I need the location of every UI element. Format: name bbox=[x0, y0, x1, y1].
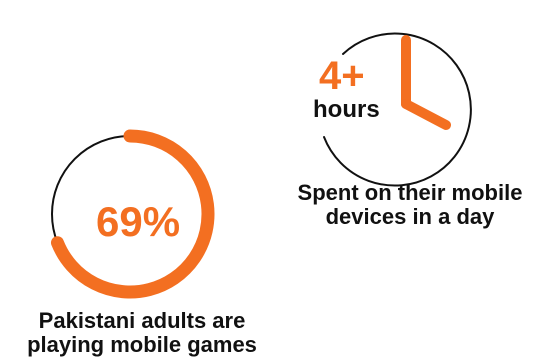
screen-time-caption-line-1: Spent on their mobile bbox=[297, 180, 523, 205]
percent-value: 69% bbox=[96, 198, 181, 245]
percent-ring bbox=[50, 129, 215, 299]
adults-gaming-caption-line-2: playing mobile games bbox=[27, 332, 257, 357]
clock-face-outline bbox=[323, 32, 472, 187]
hours-unit-label: hours bbox=[313, 96, 380, 123]
clock-icon bbox=[323, 32, 472, 187]
percent-ring-progress bbox=[50, 129, 215, 299]
adults-gaming-caption-line-1: Pakistani adults are bbox=[38, 308, 246, 333]
clock-minute-hand bbox=[401, 99, 451, 130]
hours-value: 4+ bbox=[319, 54, 365, 98]
screen-time-caption-line-2: devices in a day bbox=[325, 204, 495, 229]
